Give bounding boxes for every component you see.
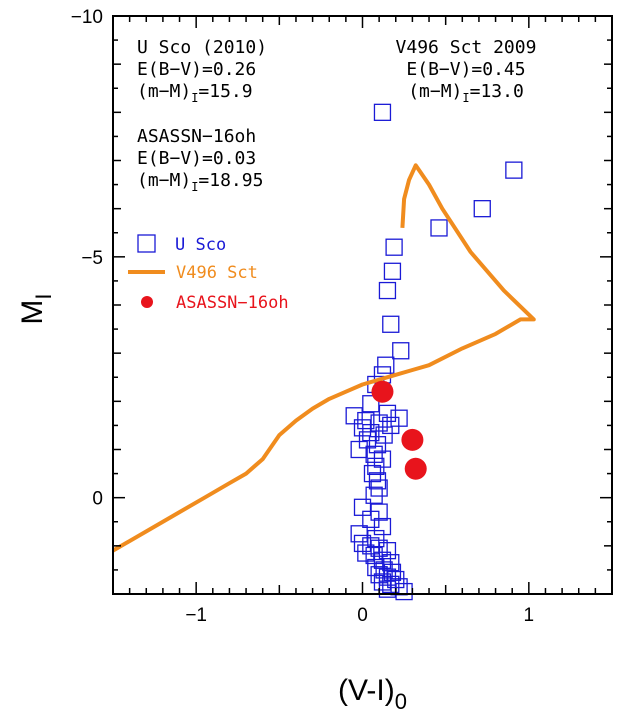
legend-marker-asassn-16oh (141, 296, 153, 308)
u-sco-point (378, 281, 397, 300)
u-sco-point (378, 542, 397, 560)
x-tick-label: −1 (185, 605, 207, 626)
u-sco-point (385, 238, 403, 256)
u-sco-point (362, 510, 380, 528)
annotation-asassn-16oh: (m−M)I=18.95 (137, 170, 263, 194)
u-sco-point (350, 440, 368, 459)
u-sco-point (377, 356, 395, 374)
y-tick-label: −5 (81, 248, 103, 269)
axis-tick-labels: −1 0 10−5−10 (71, 7, 534, 626)
x-axis-title-main: (V-I) (338, 674, 395, 707)
y-tick-label: 0 (92, 489, 103, 510)
legend: U Sco V496 Sct ASASSN−16oh (128, 234, 289, 313)
annotation-asassn-16oh: E(B−V)=0.03 (137, 148, 256, 169)
x-axis-title-sub: 0 (395, 689, 407, 714)
plot-area (112, 103, 536, 601)
u-sco-point (367, 457, 385, 476)
annotation-v496-sct: E(B−V)=0.45 (406, 59, 525, 80)
u-sco-point (505, 161, 523, 179)
y-axis-title: MI (16, 293, 56, 324)
u-sco-point (382, 554, 400, 572)
u-sco-point (430, 219, 448, 237)
asassn-16oh-point (404, 457, 427, 480)
u-sco-point (367, 529, 385, 548)
u-sco-point (368, 436, 387, 454)
u-sco-point (362, 395, 380, 413)
u-sco-point (350, 525, 368, 543)
u-sco-point (357, 411, 375, 430)
x-axis-title: (V-I)0 (338, 674, 407, 714)
u-sco-point (365, 486, 383, 504)
u-sco-point (473, 200, 491, 218)
annotation-u-sco: (m−M)I=15.9 (137, 81, 253, 105)
axis-ticks (112, 15, 613, 595)
u-sco-point (368, 472, 387, 490)
annotation-u-sco: U Sco (2010) (137, 37, 267, 58)
asassn-16oh-point (401, 428, 424, 451)
asassn-16oh-point (371, 380, 394, 403)
u-sco-point (392, 342, 410, 360)
u-sco-point (382, 315, 400, 333)
u-sco-point (383, 563, 402, 581)
u-sco-point (370, 479, 388, 497)
legend-label: ASASSN−16oh (176, 293, 289, 313)
y-tick-label: −10 (71, 7, 103, 28)
annotation-v496-sct: V496 Sct 2009 (396, 37, 537, 58)
u-sco-point (373, 450, 392, 468)
u-sco-point (363, 464, 382, 483)
annotation-asassn-16oh: ASASSN−16oh (137, 126, 256, 147)
u-sco-point (373, 517, 392, 536)
annotations: U Sco (2010)E(B−V)=0.26(m−M)I=15.9 ASASSN… (137, 37, 536, 194)
annotation-u-sco: E(B−V)=0.26 (137, 59, 256, 80)
u-sco-point (362, 423, 380, 442)
x-tick-label: 0 (357, 605, 368, 626)
legend-label: V496 Sct (176, 263, 258, 283)
u-sco-point (373, 103, 392, 121)
x-tick-label: 1 (524, 605, 535, 626)
y-axis-title-main: M (16, 300, 49, 325)
v496-sct-line (112, 163, 536, 553)
u-sco-point (382, 416, 400, 435)
legend-label: U Sco (175, 235, 226, 255)
u-sco-point (383, 262, 402, 280)
legend-marker-u-sco (137, 234, 156, 253)
annotation-v496-sct: (m−M)I=13.0 (408, 81, 524, 105)
y-axis-title-sub: I (31, 293, 56, 299)
